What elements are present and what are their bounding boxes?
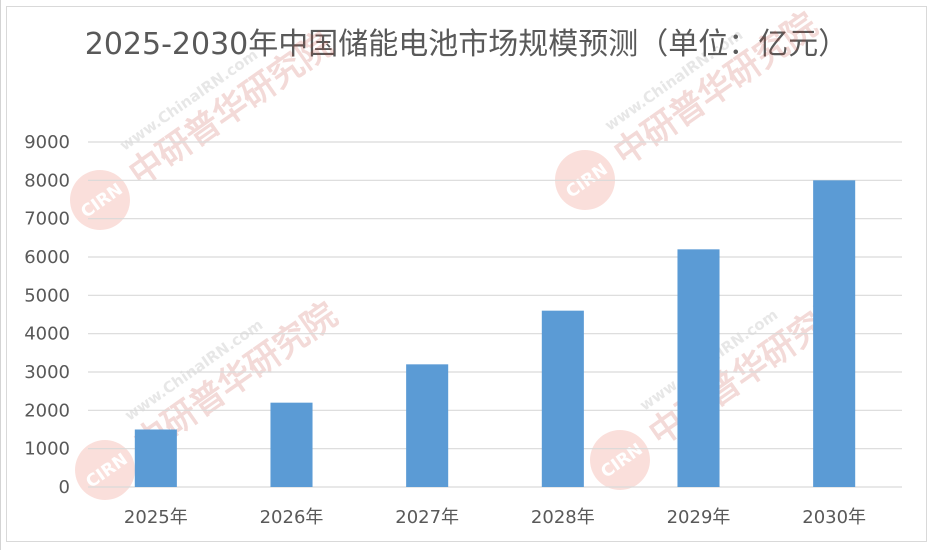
chart-title: 2025-2030年中国储能电池市场规模预测（单位：亿元） bbox=[84, 27, 849, 62]
bar bbox=[677, 249, 720, 487]
y-tick-label: 1000 bbox=[24, 439, 70, 460]
y-tick-label: 5000 bbox=[24, 285, 70, 306]
y-tick-label: 6000 bbox=[24, 247, 70, 268]
bar bbox=[541, 310, 584, 487]
bar bbox=[406, 364, 449, 487]
y-tick-label: 7000 bbox=[24, 209, 70, 230]
bar bbox=[813, 180, 856, 488]
svg-text:中研普华研究院: 中研普华研究院 bbox=[607, 5, 825, 174]
x-tick-label: 2028年 bbox=[531, 507, 595, 528]
y-tick-label: 3000 bbox=[24, 362, 70, 383]
bar bbox=[134, 429, 177, 487]
y-tick-label: 4000 bbox=[24, 324, 70, 345]
y-tick-label: 9000 bbox=[24, 132, 70, 153]
x-tick-label: 2026年 bbox=[260, 507, 324, 528]
x-tick-label: 2030年 bbox=[802, 507, 866, 528]
x-tick-label: 2029年 bbox=[667, 507, 731, 528]
x-tick-label: 2025年 bbox=[124, 507, 188, 528]
y-tick-label: 0 bbox=[59, 477, 70, 498]
bar bbox=[270, 402, 313, 487]
x-tick-label: 2027年 bbox=[395, 507, 459, 528]
y-tick-label: 2000 bbox=[24, 400, 70, 421]
svg-text:中研普华研究院: 中研普华研究院 bbox=[122, 25, 340, 194]
y-tick-label: 8000 bbox=[24, 170, 70, 191]
